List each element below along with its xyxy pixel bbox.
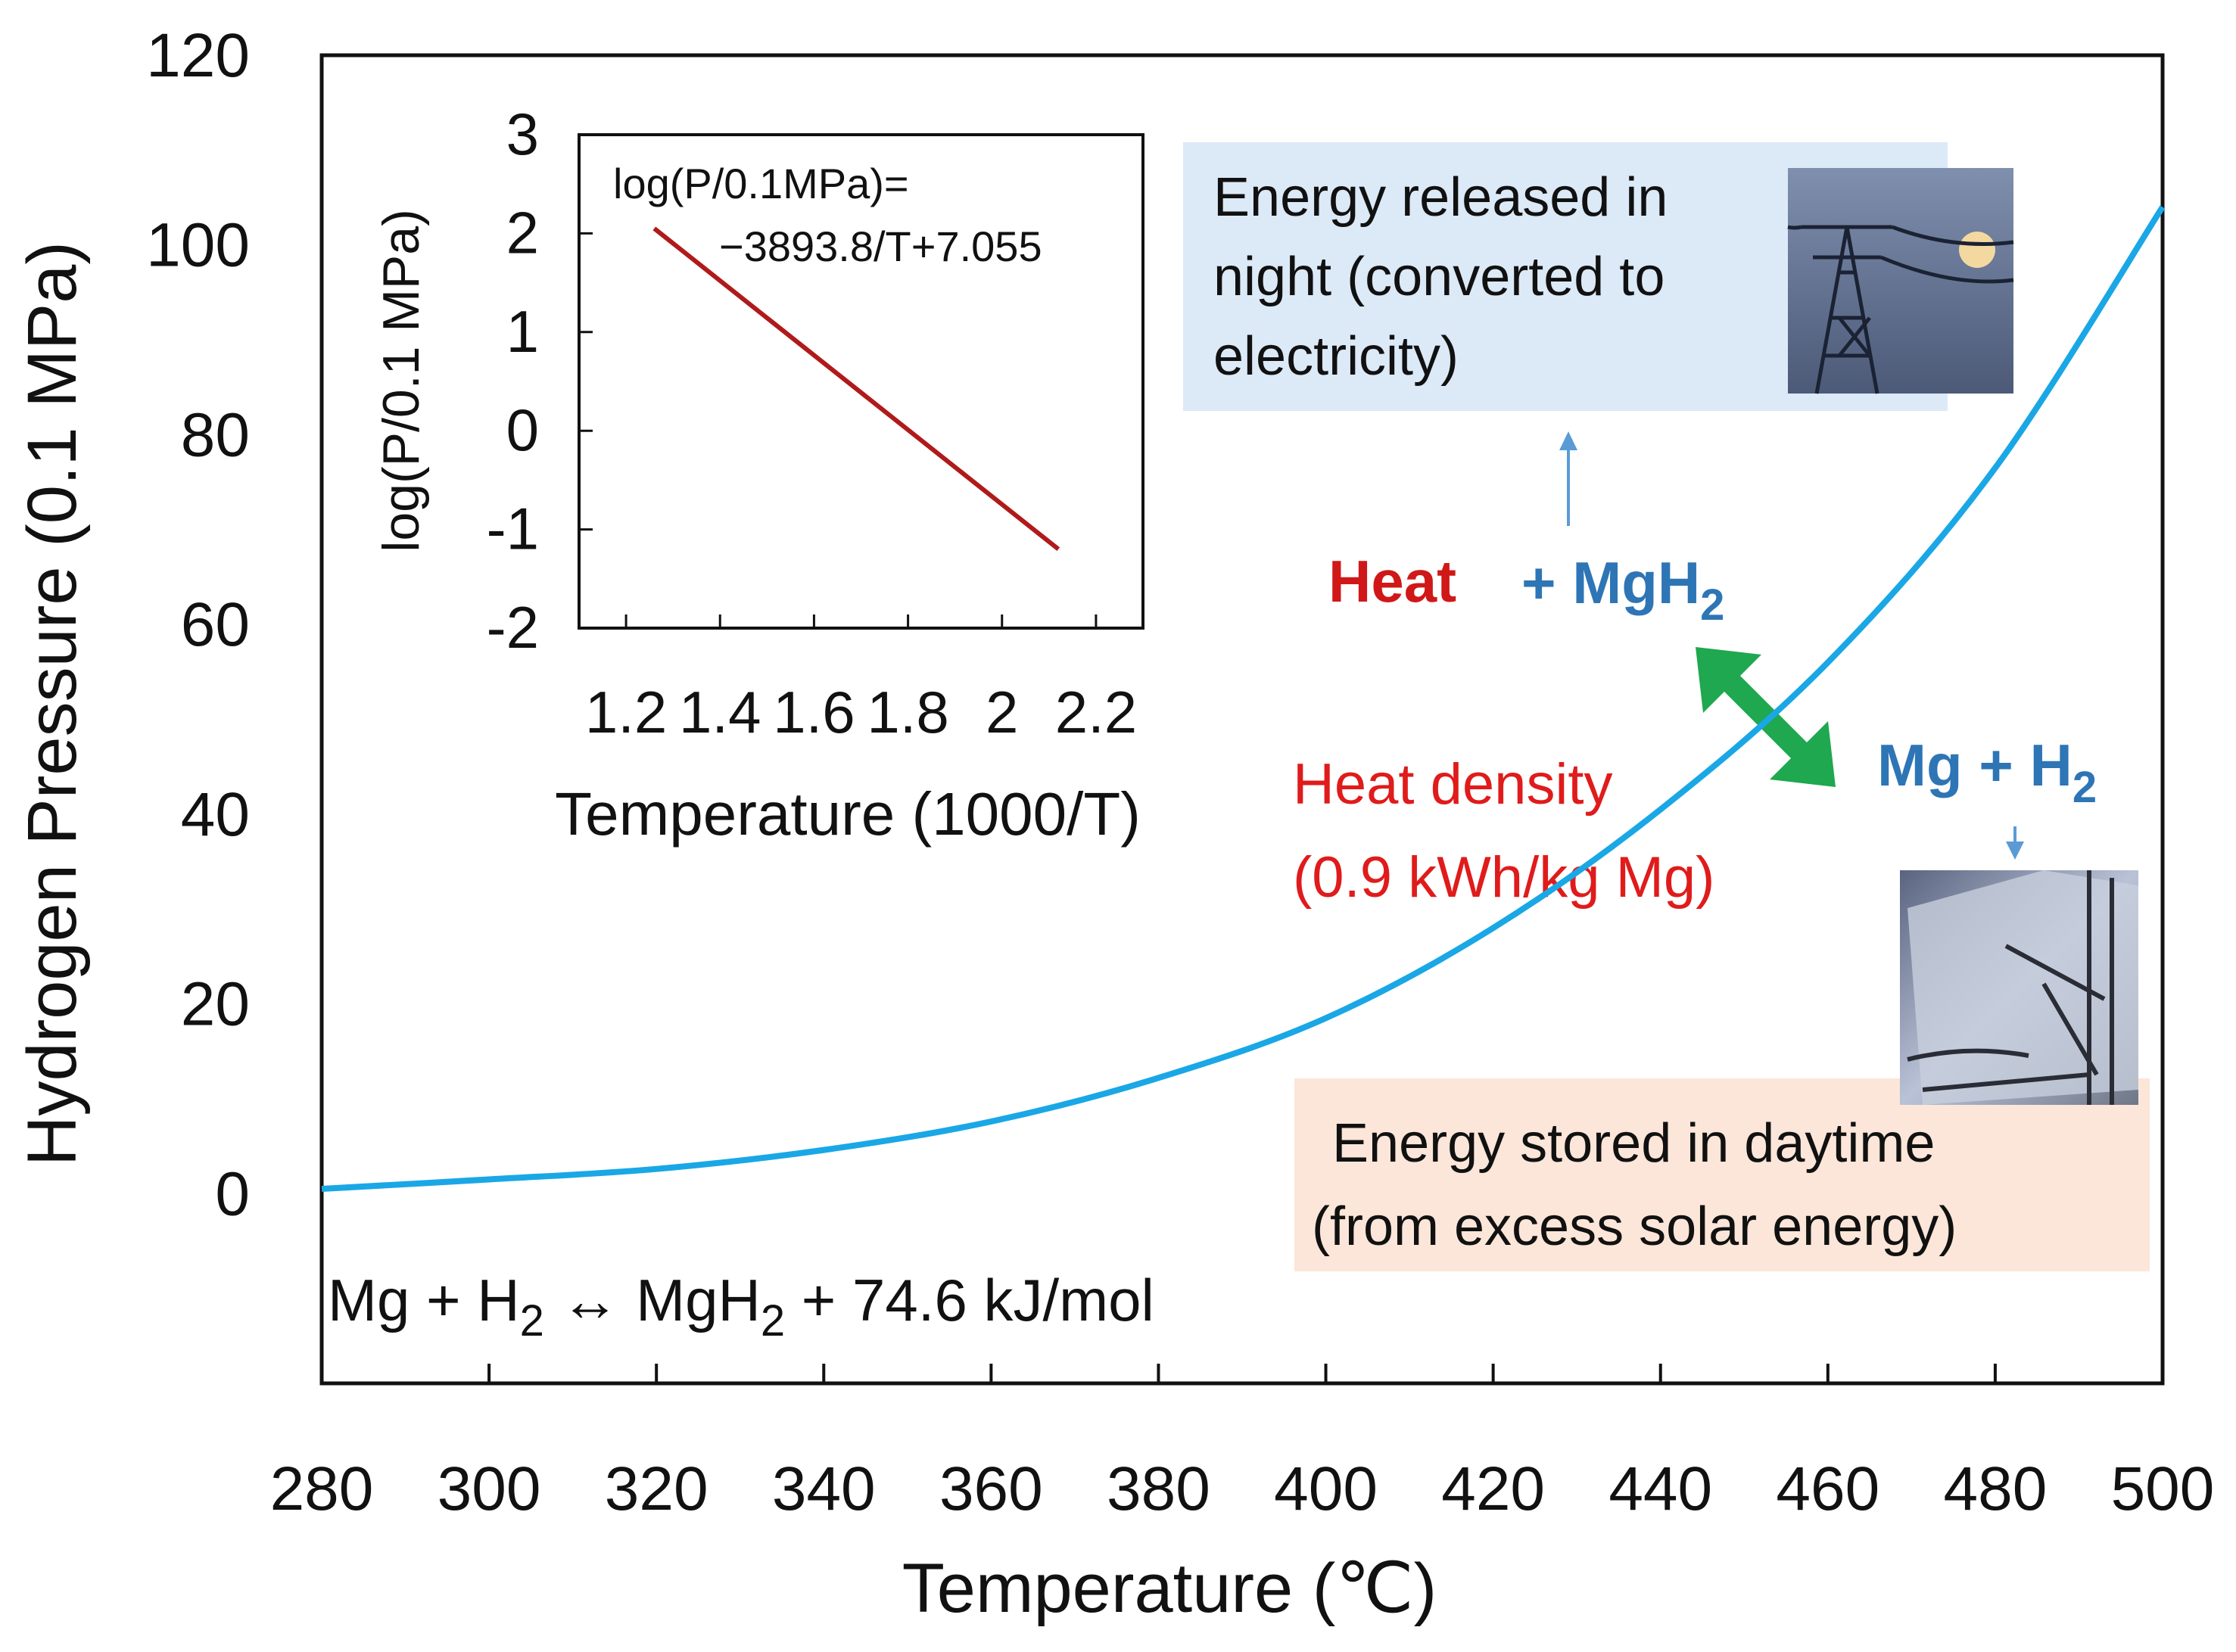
eq-mid: ↔ MgH [544,1267,761,1333]
inset-y-tick-label: -2 [487,594,539,661]
mgh2-label: + MgH2 [1521,549,1724,630]
main-y-tick-label: 60 [181,590,250,659]
main-x-tick-label: 480 [1943,1454,2047,1523]
main-x-tick-label: 300 [438,1454,541,1523]
inset-y-axis-label: log(P/0.1 MPa) [372,209,430,552]
main-x-tick-label: 380 [1107,1454,1210,1523]
main-pressure-curve [321,205,2166,1193]
main-x-tick-label: 360 [939,1454,1043,1523]
down-arrow [2006,826,2024,860]
main-x-tick-label: 440 [1608,1454,1712,1523]
main-y-tick-label: 80 [181,400,250,469]
main-x-ticks [320,1364,2164,1383]
mg-h2-text: Mg + H [1877,732,2073,798]
main-x-axis-label: Temperature (℃) [902,1550,1437,1627]
main-x-tick-label: 280 [270,1454,374,1523]
main-x-tick-label: 500 [2111,1454,2215,1523]
inset-x-tick-label: 1.6 [773,679,855,745]
mg-h2-label: Mg + H2 [1877,732,2097,812]
stored-box [1294,1078,2150,1271]
main-x-tick-label: 420 [1441,1454,1545,1523]
inset-y-tick-labels: -2 -1 0 1 2 3 [487,101,539,661]
eq-post: + 74.6 kJ/mol [785,1267,1154,1333]
main-x-tick-label: 340 [772,1454,876,1523]
heat-density-line-2: (0.9 kWh/kg Mg) [1293,845,1714,910]
inset-x-tick-label: 1.8 [867,679,948,745]
main-y-tick-label: 0 [215,1159,250,1228]
stored-line-1: Energy stored in daytime [1332,1113,1935,1174]
mg-h2-subscript: 2 [2073,763,2097,812]
inset-fit-line [652,226,1060,552]
inset-ticks [579,133,1098,630]
mgh2-text: + MgH [1521,549,1700,616]
inset-x-tick-label: 2 [986,679,1018,745]
eq-sub-2: 2 [761,1296,785,1346]
main-y-tick-label: 20 [181,970,250,1039]
power-line-photo [1787,168,2014,394]
main-x-tick-label: 320 [605,1454,708,1523]
inset-y-tick-label: 2 [506,199,539,266]
inset-equation-line-2: −3893.8/T+7.055 [719,222,1042,270]
heat-label: Heat [1328,548,1456,614]
main-y-tick-label: 100 [146,211,250,280]
inset-y-tick-label: 0 [506,397,539,463]
inset-x-tick-label: 1.2 [585,679,667,745]
main-x-tick-label: 460 [1776,1454,1879,1523]
inset-x-axis-label: Temperature (1000/T) [555,780,1141,848]
main-plot-area [319,53,2165,1386]
main-y-tick-label: 40 [181,780,250,849]
inset-x-tick-label: 2.2 [1055,679,1137,745]
inset-x-tick-labels: 1.2 1.4 1.6 1.8 2 2.2 [585,679,1137,745]
inset-x-tick-label: 1.4 [679,679,761,745]
inset-y-tick-label: 3 [506,101,539,167]
main-y-tick-labels: 0 20 40 60 80 100 120 [146,21,250,1228]
heat-density-line-1: Heat density [1293,752,1612,817]
inset-equation-line-1: log(P/0.1MPa)= [613,160,909,207]
inset-y-tick-label: -1 [487,496,539,562]
eq-pre: Mg + H [328,1267,520,1333]
main-y-tick-label: 120 [146,21,250,90]
released-line-1: Energy released in [1213,167,1668,228]
inset-y-tick-label: 1 [506,298,539,365]
eq-sub-1: 2 [520,1296,544,1346]
mgh2-subscript: 2 [1700,580,1724,630]
main-x-tick-label: 400 [1274,1454,1378,1523]
main-x-tick-labels: 280 300 320 340 360 380 400 420 440 460 480 500 [270,1454,2215,1523]
reaction-equation: Mg + H2 ↔ MgH2 + 74.6 kJ/mol [328,1267,1154,1346]
released-line-2: night (converted to [1213,247,1665,307]
stored-line-2: (from excess solar energy) [1312,1196,1957,1257]
inset-plot-area [578,133,1144,630]
released-line-3: electricity) [1213,326,1459,387]
main-y-axis-label: Hydrogen Pressure (0.1 MPa) [14,241,91,1166]
solar-mirror-photo [1900,870,2138,1105]
up-arrow [1559,431,1577,526]
double-arrow [1696,647,1836,787]
